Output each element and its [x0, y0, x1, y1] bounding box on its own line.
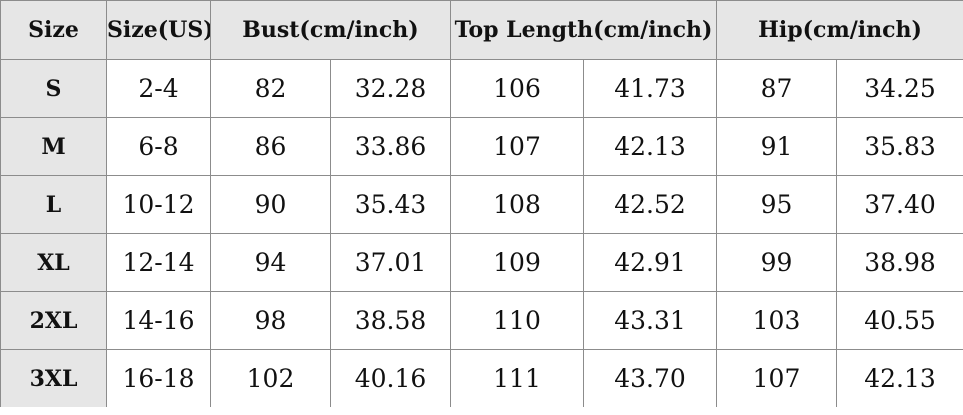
- top-length-inch-cell: 42.52: [583, 175, 718, 234]
- header-top-length: Top Length(cm/inch): [450, 0, 718, 60]
- hip-cm-cell: 95: [716, 175, 838, 234]
- hip-inch-cell: 35.83: [836, 117, 963, 176]
- size-cell: XL: [0, 233, 107, 292]
- size-cell: 2XL: [0, 291, 107, 350]
- hip-inch-cell: 34.25: [836, 59, 963, 118]
- size-us-cell: 10-12: [106, 175, 211, 234]
- bust-cm-cell: 94: [210, 233, 331, 292]
- hip-cm-cell: 103: [716, 291, 838, 350]
- bust-cm-cell: 86: [210, 117, 331, 176]
- bust-inch-cell: 38.58: [329, 291, 452, 350]
- top-length-inch-cell: 41.73: [583, 59, 718, 118]
- top-length-inch-cell: 43.70: [583, 349, 718, 407]
- header-row: Size Size(US) Bust(cm/inch) Top Length(c…: [0, 0, 963, 60]
- table-row: XL 12-14 94 37.01 109 42.91 99 38.98: [0, 233, 963, 292]
- size-cell: M: [0, 117, 107, 176]
- hip-cm-cell: 87: [716, 59, 838, 118]
- top-length-inch-cell: 42.91: [583, 233, 718, 292]
- table-row: 3XL 16-18 102 40.16 111 43.70 107 42.13: [0, 349, 963, 407]
- hip-inch-cell: 37.40: [836, 175, 963, 234]
- header-bust: Bust(cm/inch): [209, 0, 452, 60]
- hip-inch-cell: 42.13: [836, 349, 963, 407]
- size-us-cell: 14-16: [106, 291, 211, 350]
- size-cell: L: [0, 175, 107, 234]
- bust-cm-cell: 102: [210, 349, 331, 407]
- size-cell: S: [0, 59, 107, 118]
- header-hip: Hip(cm/inch): [716, 0, 963, 60]
- top-length-cm-cell: 110: [450, 291, 585, 350]
- bust-inch-cell: 40.16: [329, 349, 452, 407]
- bust-cm-cell: 90: [210, 175, 331, 234]
- size-us-cell: 12-14: [106, 233, 211, 292]
- table-row: 2XL 14-16 98 38.58 110 43.31 103 40.55: [0, 291, 963, 350]
- hip-inch-cell: 40.55: [836, 291, 963, 350]
- size-cell: 3XL: [0, 349, 107, 407]
- header-size: Size: [0, 0, 107, 60]
- bust-inch-cell: 35.43: [329, 175, 452, 234]
- top-length-cm-cell: 108: [450, 175, 585, 234]
- table-row: M 6-8 86 33.86 107 42.13 91 35.83: [0, 117, 963, 176]
- hip-cm-cell: 99: [716, 233, 838, 292]
- hip-inch-cell: 38.98: [836, 233, 963, 292]
- bust-cm-cell: 82: [210, 59, 331, 118]
- top-length-inch-cell: 43.31: [583, 291, 718, 350]
- size-us-cell: 2-4: [106, 59, 211, 118]
- bust-inch-cell: 33.86: [329, 117, 452, 176]
- header-size-us: Size(US): [106, 0, 211, 60]
- table-row: L 10-12 90 35.43 108 42.52 95 37.40: [0, 175, 963, 234]
- size-us-cell: 6-8: [106, 117, 211, 176]
- top-length-cm-cell: 109: [450, 233, 585, 292]
- hip-cm-cell: 91: [716, 117, 838, 176]
- top-length-inch-cell: 42.13: [583, 117, 718, 176]
- bust-inch-cell: 37.01: [329, 233, 452, 292]
- bust-inch-cell: 32.28: [329, 59, 452, 118]
- hip-cm-cell: 107: [716, 349, 838, 407]
- bust-cm-cell: 98: [210, 291, 331, 350]
- top-length-cm-cell: 111: [450, 349, 585, 407]
- size-us-cell: 16-18: [106, 349, 211, 407]
- top-length-cm-cell: 106: [450, 59, 585, 118]
- top-length-cm-cell: 107: [450, 117, 585, 176]
- table-row: S 2-4 82 32.28 106 41.73 87 34.25: [0, 59, 963, 118]
